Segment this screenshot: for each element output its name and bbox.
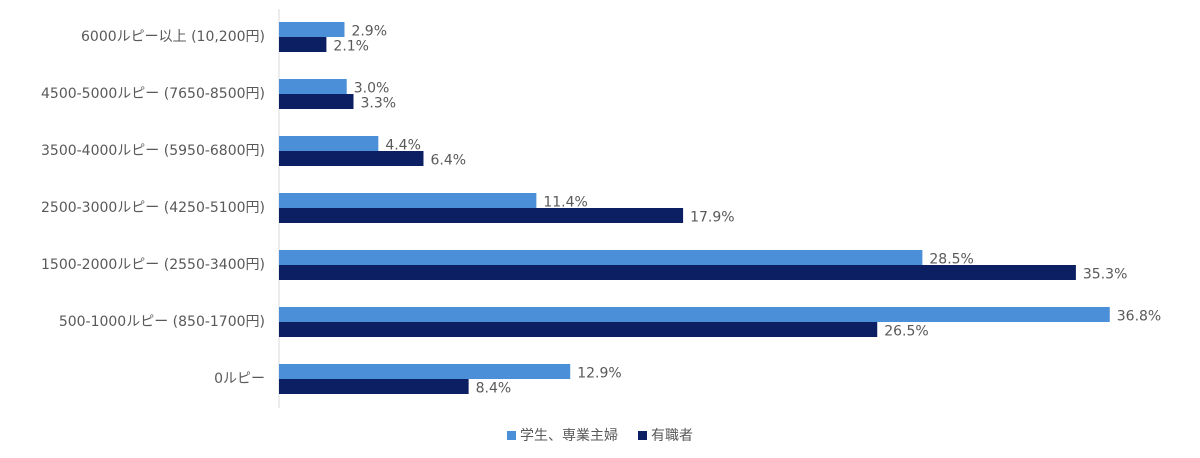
- bar: [279, 364, 571, 379]
- bar: [279, 379, 469, 394]
- bar: [279, 193, 537, 208]
- bar: [279, 322, 878, 337]
- bar: [279, 151, 424, 166]
- bar: [279, 250, 923, 265]
- bar: [279, 136, 379, 151]
- bar: [279, 208, 684, 223]
- value-label: 2.1%: [333, 39, 369, 55]
- value-label: 26.5%: [884, 324, 928, 340]
- value-label: 4.4%: [385, 138, 421, 154]
- y-tick-label: 2500-3000ルピー (4250-5100円): [41, 200, 265, 216]
- y-tick-label: 1500-2000ルピー (2550-3400円): [41, 257, 265, 273]
- legend-swatch: [638, 431, 647, 440]
- y-tick-label: 4500-5000ルピー (7650-8500円): [41, 86, 265, 102]
- bar: [279, 94, 354, 109]
- value-label: 8.4%: [476, 381, 512, 397]
- legend-label: 有職者: [651, 428, 693, 444]
- value-label: 6.4%: [430, 153, 466, 169]
- bar: [279, 22, 345, 37]
- y-tick-label: 6000ルピー以上 (10,200円): [81, 29, 265, 45]
- value-label: 3.0%: [354, 81, 390, 97]
- value-label: 35.3%: [1083, 267, 1127, 283]
- y-tick-label: 500-1000ルピー (850-1700円): [59, 314, 265, 330]
- value-label: 28.5%: [929, 252, 973, 268]
- bar: [279, 265, 1076, 280]
- legend: 学生、専業主婦 有職者: [507, 427, 693, 444]
- legend-swatch: [507, 431, 516, 440]
- value-label: 17.9%: [690, 210, 734, 226]
- value-label: 11.4%: [543, 195, 587, 211]
- value-label: 3.3%: [360, 96, 396, 112]
- value-label: 2.9%: [351, 24, 387, 40]
- legend-label: 学生、専業主婦: [520, 427, 618, 444]
- y-tick-label: 3500-4000ルピー (5950-6800円): [41, 143, 265, 159]
- y-tick-label: 0ルピー: [214, 371, 265, 387]
- value-label: 36.8%: [1117, 309, 1161, 325]
- bar: [279, 37, 327, 52]
- value-label: 12.9%: [577, 366, 621, 382]
- bar: [279, 307, 1110, 322]
- bar: [279, 79, 347, 94]
